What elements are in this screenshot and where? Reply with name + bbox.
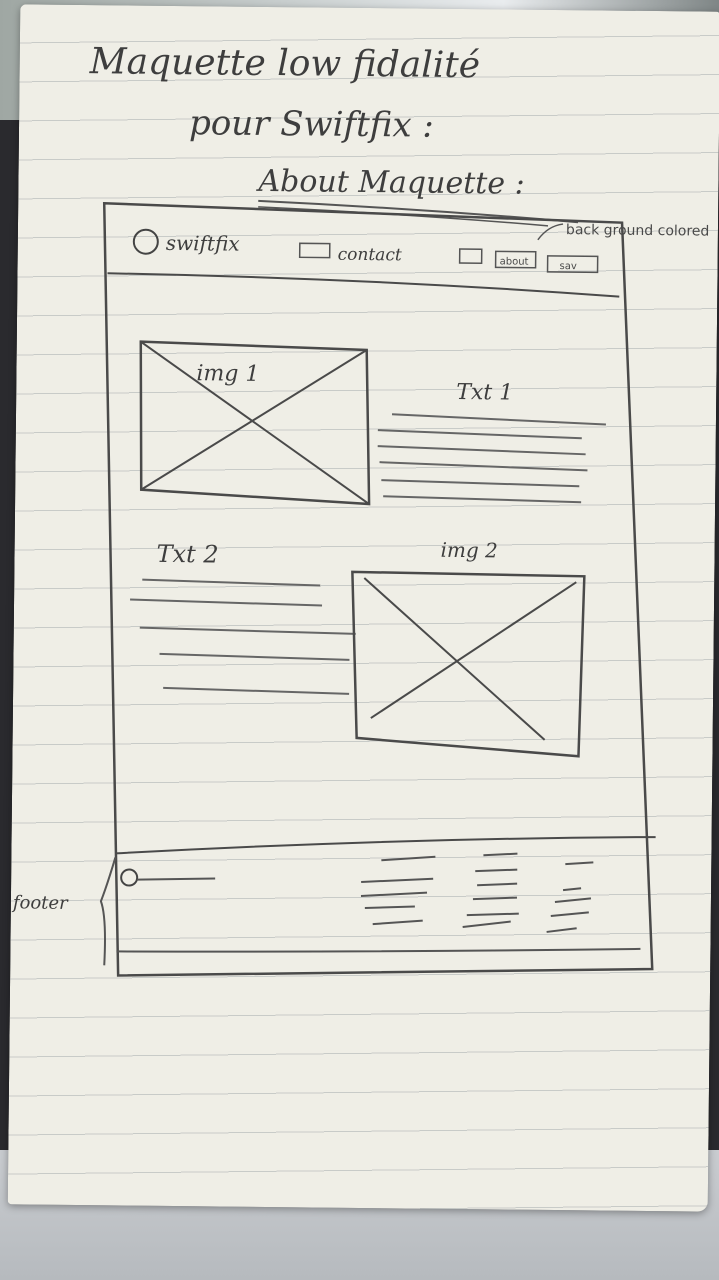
footer-logo-icon: [120, 868, 139, 887]
nav-about: about: [500, 256, 529, 267]
text-1-label: Txt 1: [456, 380, 513, 406]
logo-text: swiftfix: [166, 231, 240, 256]
logo-circle-icon: [132, 228, 159, 255]
nav-sav: sav: [560, 261, 577, 272]
title-line-3: About Maquette :: [255, 164, 525, 202]
title-line-2: pour Swiftfix :: [189, 103, 434, 146]
header-divider: [107, 272, 620, 298]
footer-note: footer: [11, 892, 69, 914]
browser-frame: [102, 201, 654, 977]
nav-box-1: [298, 242, 331, 259]
nav-about-box: [494, 250, 537, 269]
pencil-sketch: Maquette low fidalité pour Swiftfix : Ab…: [11, 41, 710, 977]
side-note: back ground colored: [566, 222, 710, 240]
image-2-placeholder: [351, 570, 586, 758]
text-1-lines: [377, 413, 606, 504]
notebook-page: Maquette low fidalité pour Swiftfix : Ab…: [7, 4, 719, 1212]
nav-sav-box: [546, 255, 599, 274]
image-1-label: img 1: [196, 361, 259, 387]
footer-brace: [99, 857, 117, 966]
title-line-1: Maquette low fidalité: [88, 41, 480, 86]
text-2-lines: [130, 578, 356, 695]
footer-link-columns: [360, 852, 594, 933]
footer-divider: [115, 836, 656, 855]
text-2-label: Txt 2: [156, 540, 218, 569]
image-2-label: img 2: [440, 538, 497, 563]
nav-contact: contact: [338, 245, 402, 266]
